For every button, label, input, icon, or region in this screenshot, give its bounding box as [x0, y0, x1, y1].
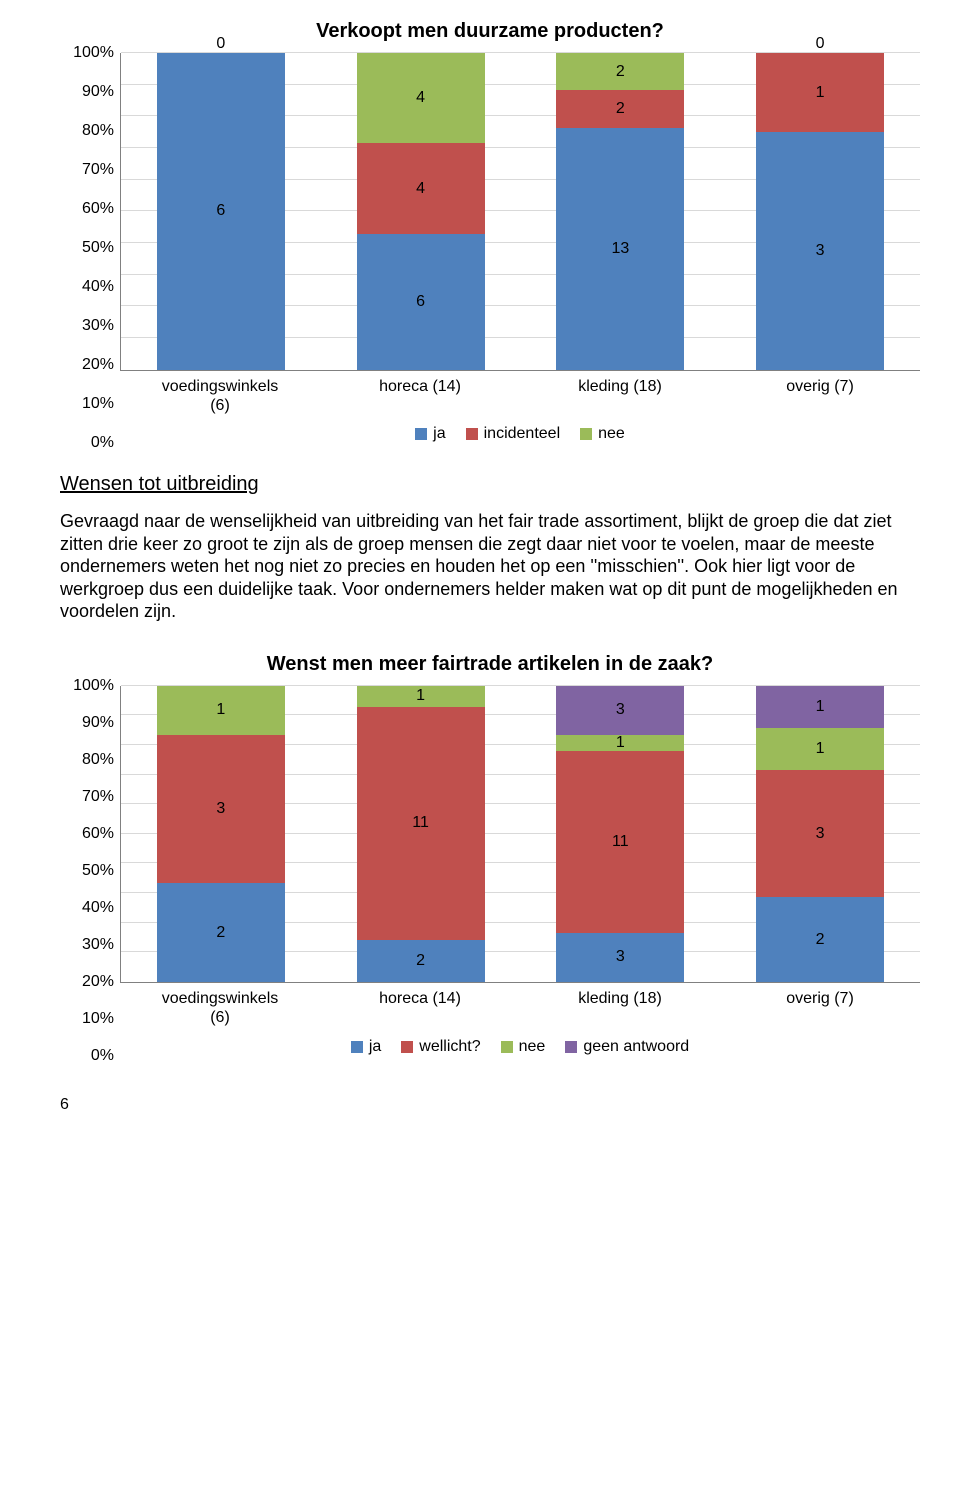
bar-kleding: 2 2 13	[556, 53, 684, 370]
bar-voedingswinkels: 1 3 2	[157, 686, 285, 983]
value-label: 1	[216, 701, 225, 719]
legend-item: ja	[415, 425, 445, 443]
bar-kleding: 3 1 11 3	[556, 686, 684, 983]
legend-label: ja	[433, 425, 445, 443]
x-label: horeca (14)	[356, 989, 484, 1027]
chart-1-legend: ja incidenteel nee	[120, 425, 920, 443]
chart-1: Verkoopt men duurzame producten? 100% 90…	[60, 20, 920, 443]
value-label: 3	[616, 701, 625, 719]
legend-item: nee	[580, 425, 625, 443]
legend-item: geen antwoord	[565, 1038, 689, 1056]
x-label: kleding (18)	[556, 989, 684, 1027]
page-number: 6	[60, 1096, 920, 1114]
x-label: kleding (18)	[556, 377, 684, 415]
bar-voedingswinkels: 0 6	[157, 53, 285, 370]
value-label: 2	[216, 924, 225, 942]
bar-horeca: 1 11 2	[357, 686, 485, 983]
x-label: horeca (14)	[356, 377, 484, 415]
legend-item: wellicht?	[401, 1038, 480, 1056]
bar-overig: 0 1 3	[756, 53, 884, 370]
legend-label: nee	[519, 1038, 546, 1056]
value-label: 1	[816, 84, 825, 102]
value-label: 2	[816, 931, 825, 949]
value-label: 3	[616, 948, 625, 966]
legend-label: incidenteel	[484, 425, 561, 443]
value-label: 3	[816, 242, 825, 260]
chart-1-y-axis: 100% 90% 80% 70% 60% 50% 40% 30% 20% 10%…	[60, 53, 120, 443]
legend-label: nee	[598, 425, 625, 443]
value-label: 1	[416, 687, 425, 705]
chart-1-x-labels: voedingswinkels (6) horeca (14) kleding …	[120, 377, 920, 415]
chart-2: Wenst men meer fairtrade artikelen in de…	[60, 653, 920, 1056]
legend-swatch	[415, 428, 427, 440]
value-label: 0	[216, 35, 225, 53]
x-label: voedingswinkels (6)	[156, 989, 284, 1027]
value-label: 2	[616, 63, 625, 81]
value-label: 1	[816, 698, 825, 716]
legend-label: wellicht?	[419, 1038, 480, 1056]
legend-swatch	[501, 1041, 513, 1053]
value-label: 3	[816, 825, 825, 843]
value-label: 4	[416, 180, 425, 198]
legend-swatch	[351, 1041, 363, 1053]
chart-1-title: Verkoopt men duurzame producten?	[60, 20, 920, 43]
bar-overig: 1 1 3 2	[756, 686, 884, 983]
bar-horeca: 4 4 6	[357, 53, 485, 370]
legend-swatch	[466, 428, 478, 440]
section-paragraph: Gevraagd naar de wenselijkheid van uitbr…	[60, 510, 920, 623]
legend-item: ja	[351, 1038, 381, 1056]
value-label: 1	[816, 740, 825, 758]
chart-2-plot: 1 3 2 1	[120, 686, 920, 984]
legend-swatch	[580, 428, 592, 440]
chart-2-title: Wenst men meer fairtrade artikelen in de…	[60, 653, 920, 676]
value-label: 11	[612, 833, 629, 851]
chart-2-y-axis: 100% 90% 80% 70% 60% 50% 40% 30% 20% 10%…	[60, 686, 120, 1056]
section-heading: Wensen tot uitbreiding	[60, 473, 920, 496]
body-text-section: Wensen tot uitbreiding Gevraagd naar de …	[60, 473, 920, 623]
value-label: 2	[616, 100, 625, 118]
x-label: voedingswinkels (6)	[156, 377, 284, 415]
value-label: 11	[412, 814, 429, 832]
legend-item: nee	[501, 1038, 546, 1056]
legend-label: ja	[369, 1038, 381, 1056]
legend-item: incidenteel	[466, 425, 561, 443]
value-label: 6	[416, 293, 425, 311]
legend-swatch	[401, 1041, 413, 1053]
value-label: 6	[216, 202, 225, 220]
chart-2-legend: ja wellicht? nee geen antwoord	[120, 1038, 920, 1056]
x-label: overig (7)	[756, 989, 884, 1027]
value-label: 4	[416, 89, 425, 107]
x-label: overig (7)	[756, 377, 884, 415]
value-label: 3	[216, 800, 225, 818]
value-label: 13	[611, 240, 629, 258]
legend-swatch	[565, 1041, 577, 1053]
value-label: 2	[416, 952, 425, 970]
chart-1-plot: 0 6 4 4 6	[120, 53, 920, 371]
chart-2-x-labels: voedingswinkels (6) horeca (14) kleding …	[120, 989, 920, 1027]
value-label: 1	[616, 734, 625, 752]
legend-label: geen antwoord	[583, 1038, 689, 1056]
value-label: 0	[816, 35, 825, 53]
